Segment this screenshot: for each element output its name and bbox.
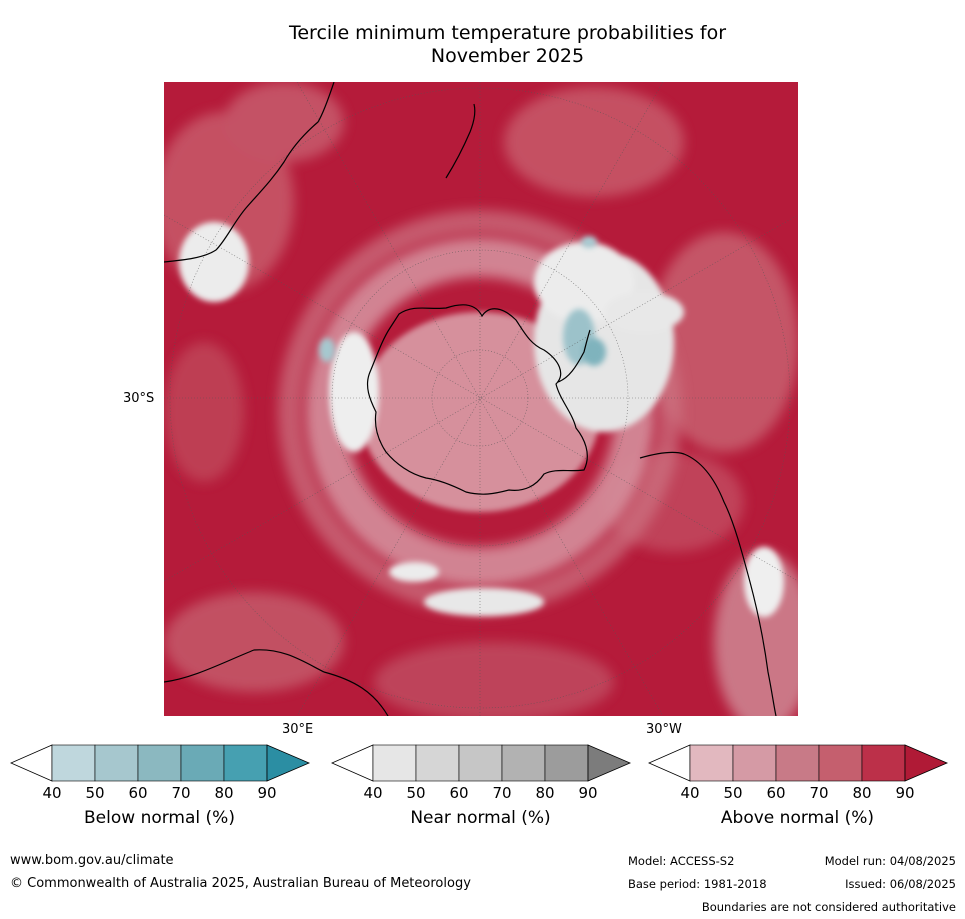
colorbar-segment	[818, 744, 863, 782]
website-link[interactable]: www.bom.gov.au/climate	[10, 853, 174, 868]
colorbar-tick-label: 80	[535, 784, 555, 802]
issued-text: Issued: 06/08/2025	[845, 877, 956, 891]
colorbar-segment	[501, 744, 546, 782]
below-normal-regions	[319, 236, 606, 366]
title-line-2: November 2025	[430, 45, 585, 67]
colorbar-tick-label: 90	[257, 784, 277, 802]
colorbar-segment	[689, 744, 734, 782]
colorbar-title: Above normal (%)	[720, 808, 875, 828]
colorbar-tick-label: 70	[171, 784, 191, 802]
colorbar-segment	[180, 744, 225, 782]
coastlines	[164, 82, 777, 716]
colorbar-tick-label: 50	[406, 784, 426, 802]
antarctica-coast	[366, 304, 588, 495]
graticule	[164, 82, 798, 716]
colorbar-tick-label: 50	[723, 784, 743, 802]
colorbar-segment	[732, 744, 777, 782]
colorbar-tick-label: 40	[680, 784, 700, 802]
colorbar-tick-label: 60	[766, 784, 786, 802]
model-run-text: Model run: 04/08/2025	[824, 854, 956, 868]
new-zealand-coast	[445, 103, 476, 179]
lon-label-30e: 30°E	[282, 722, 314, 737]
antarctic-peninsula	[557, 329, 591, 383]
colorbar-tick-label: 70	[492, 784, 512, 802]
colorbar-tick-label: 70	[809, 784, 829, 802]
colorbar-tick-label: 40	[42, 784, 62, 802]
colorbar-upper-arrow	[587, 744, 632, 782]
colorbar-tick-label: 90	[578, 784, 598, 802]
australia-coast	[164, 82, 335, 263]
colorbar-tick-label: 90	[895, 784, 915, 802]
colorbar-tick-label: 60	[128, 784, 148, 802]
colorbar-lower-arrow	[10, 744, 53, 782]
colorbar-tick-label: 40	[363, 784, 383, 802]
map-canvas	[164, 82, 798, 716]
title-line-1: Tercile minimum temperature probabilitie…	[288, 22, 727, 44]
disclaimer-text: Boundaries are not considered authoritat…	[701, 900, 956, 914]
colorbar-segment	[775, 744, 820, 782]
south-america-coast	[639, 451, 777, 716]
colorbar-segment	[94, 744, 139, 782]
colorbar-segment	[223, 744, 268, 782]
copyright-text: © Commonwealth of Australia 2025, Austra…	[10, 876, 471, 891]
colorbar-upper-arrow	[266, 744, 311, 782]
lon-label-30w: 30°W	[646, 722, 682, 737]
colorbar-title: Below normal (%)	[84, 808, 235, 828]
colorbar-lower-arrow	[648, 744, 691, 782]
colorbar-segment	[544, 744, 589, 782]
colorbar-upper-arrow	[904, 744, 949, 782]
africa-coast	[164, 649, 389, 716]
colorbar-segment	[458, 744, 503, 782]
lat-label-30s: 30°S	[123, 391, 155, 406]
above-normal-colorbar	[648, 744, 949, 782]
colorbar-segment	[372, 744, 417, 782]
colorbar-tick-label: 80	[852, 784, 872, 802]
base-period-text: Base period: 1981-2018	[628, 877, 767, 891]
colorbar-title: Near normal (%)	[410, 808, 551, 828]
colorbar-segment	[861, 744, 906, 782]
colorbar-tick-label: 50	[85, 784, 105, 802]
colorbar-tick-label: 60	[449, 784, 469, 802]
colorbar-segment	[137, 744, 182, 782]
near-normal-colorbar	[331, 744, 632, 782]
below-normal-colorbar	[10, 744, 311, 782]
colorbar-lower-arrow	[331, 744, 374, 782]
colorbar-tick-label: 80	[214, 784, 234, 802]
colorbar-segment	[51, 744, 96, 782]
model-text: Model: ACCESS-S2	[628, 854, 735, 868]
colorbar-segment	[415, 744, 460, 782]
probability-map	[164, 82, 798, 716]
map-title: Tercile minimum temperature probabilitie…	[0, 22, 965, 68]
